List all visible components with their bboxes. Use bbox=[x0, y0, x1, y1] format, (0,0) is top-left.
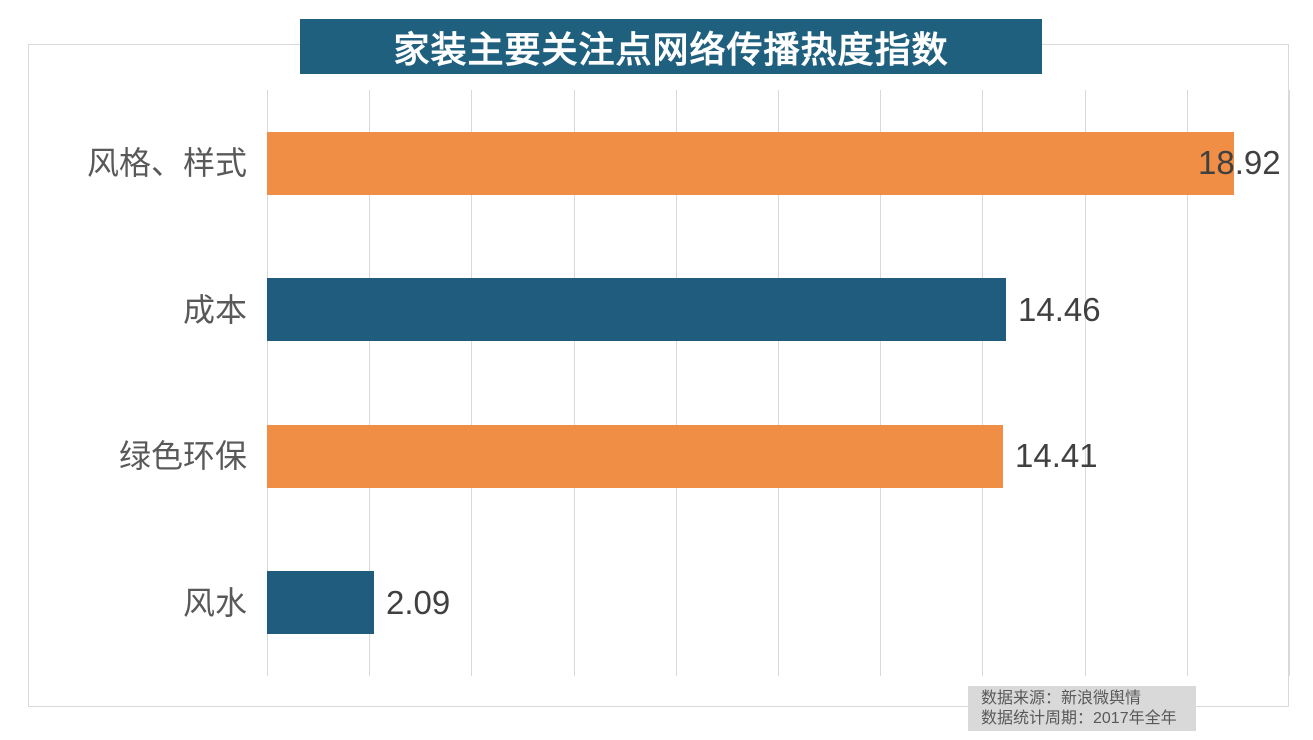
gridline bbox=[1289, 90, 1290, 676]
bar-2 bbox=[267, 425, 1003, 488]
bar-0 bbox=[267, 132, 1234, 195]
gridline bbox=[880, 90, 881, 676]
plot-area: 18.92 14.46 14.41 2.09 bbox=[267, 90, 1290, 676]
gridline bbox=[267, 90, 268, 676]
gridline bbox=[676, 90, 677, 676]
source-line: 数据来源：新浪微舆情 bbox=[981, 690, 1142, 707]
gridline bbox=[1085, 90, 1086, 676]
category-label: 风格、样式 bbox=[86, 145, 247, 181]
gridline bbox=[369, 90, 370, 676]
source-note: 数据来源：新浪微舆情 数据统计周期：2017年全年 bbox=[968, 686, 1196, 731]
chart-title-text: 家装主要关注点网络传播热度指数 bbox=[393, 28, 949, 70]
gridline bbox=[574, 90, 575, 676]
bar-value-label: 14.41 bbox=[1015, 437, 1098, 474]
chart-title: 家装主要关注点网络传播热度指数 bbox=[300, 19, 1042, 74]
bar-value-label: 18.92 bbox=[1198, 144, 1281, 181]
bar-3 bbox=[267, 571, 374, 634]
bar-value-label: 2.09 bbox=[386, 584, 451, 621]
gridline bbox=[471, 90, 472, 676]
gridline bbox=[982, 90, 983, 676]
category-label: 风水 bbox=[182, 585, 247, 621]
category-label: 成本 bbox=[182, 292, 247, 328]
bar-1 bbox=[267, 278, 1006, 341]
period-line: 数据统计周期：2017年全年 bbox=[981, 710, 1177, 727]
bar-value-label: 14.46 bbox=[1018, 291, 1101, 328]
gridline bbox=[1187, 90, 1188, 676]
gridline bbox=[778, 90, 779, 676]
category-label: 绿色环保 bbox=[118, 438, 247, 474]
